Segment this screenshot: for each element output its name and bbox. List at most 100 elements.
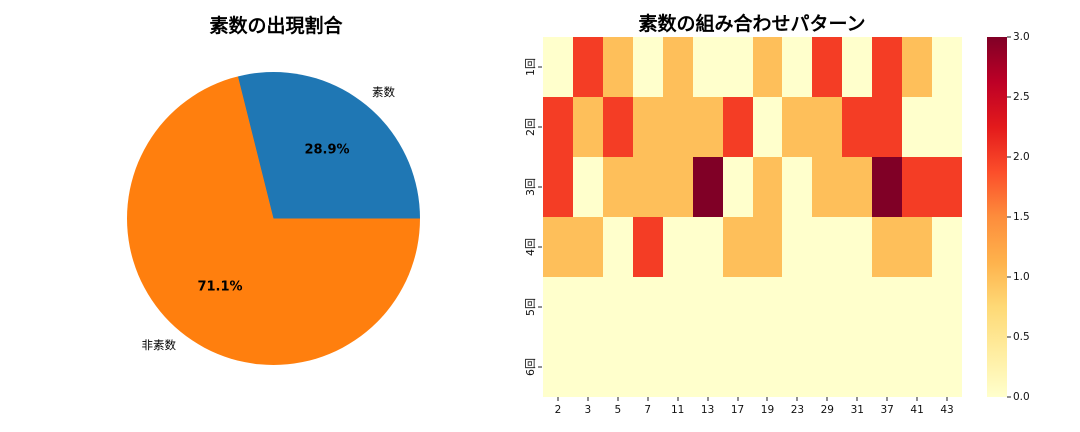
x-tick-label: 11: [670, 404, 685, 416]
heatmap-cell: [722, 157, 753, 217]
x-tick-mark: [886, 397, 888, 401]
x-tick-mark: [916, 397, 918, 401]
heatmap-cell: [602, 217, 633, 277]
x-tick-label: 41: [910, 404, 924, 416]
heatmap-cell: [932, 157, 962, 217]
x-tick-mark: [856, 397, 858, 401]
y-tick-label: 6回: [524, 358, 537, 376]
x-tick-mark: [766, 397, 768, 401]
heatmap-cell: [572, 157, 603, 217]
heatmap-cell: [812, 37, 843, 97]
y-tick-mark: [538, 306, 542, 308]
heatmap-cell: [692, 37, 723, 97]
y-tick-label: 4回: [524, 238, 537, 256]
heatmap-cell: [872, 337, 903, 397]
heatmap-cell: [782, 217, 813, 277]
x-tick-mark: [946, 397, 948, 401]
heatmap-cell: [752, 277, 783, 337]
heatmap-cell: [662, 337, 693, 397]
heatmap-cell: [632, 37, 663, 97]
heatmap-cell: [752, 37, 783, 97]
heatmap-cell: [782, 37, 813, 97]
heatmap-cell: [872, 277, 903, 337]
heatmap-cell: [602, 157, 633, 217]
heatmap-cell: [632, 217, 663, 277]
heatmap-cell: [842, 37, 873, 97]
pie-slice-label-prime: 素数: [372, 85, 395, 99]
heatmap-cell: [572, 337, 603, 397]
x-tick-label: 13: [700, 404, 715, 416]
x-tick-mark: [737, 397, 739, 401]
y-tick-label: 3回: [524, 178, 537, 196]
heatmap-cell: [752, 337, 783, 397]
heatmap-cell: [572, 97, 603, 157]
heatmap-cell: [932, 37, 962, 97]
x-tick-mark: [826, 397, 828, 401]
heatmap-cell: [662, 217, 693, 277]
heatmap-cell: [782, 337, 813, 397]
x-tick-mark: [557, 397, 559, 401]
heatmap-cell: [543, 37, 573, 97]
y-tick-mark: [538, 126, 542, 128]
x-tick-mark: [796, 397, 798, 401]
heatmap-cell: [602, 37, 633, 97]
heatmap-cell: [872, 97, 903, 157]
heatmap-cell: [842, 277, 873, 337]
colorbar-tick-mark: [1007, 396, 1011, 398]
heatmap-cell: [812, 277, 843, 337]
heatmap-cell: [722, 37, 753, 97]
heatmap-cell: [602, 337, 633, 397]
heatmap-cell: [662, 277, 693, 337]
colorbar-tick-mark: [1007, 96, 1011, 98]
heatmap-cell: [872, 217, 903, 277]
y-tick-mark: [538, 366, 542, 368]
heatmap-cell: [902, 277, 933, 337]
colorbar-tick-label: 0.0: [1013, 391, 1030, 403]
heatmap-cell: [632, 97, 663, 157]
heatmap-cell: [632, 277, 663, 337]
y-tick-label: 2回: [524, 118, 537, 136]
colorbar-tick-mark: [1007, 36, 1011, 38]
heatmap-cell: [572, 277, 603, 337]
colorbar: [987, 37, 1007, 397]
heatmap-cell: [812, 337, 843, 397]
heatmap-cell: [543, 157, 573, 217]
heatmap-cell: [842, 217, 873, 277]
heatmap-cell: [722, 97, 753, 157]
x-tick-mark: [707, 397, 709, 401]
heatmap-cell: [902, 37, 933, 97]
heatmap-cell: [842, 97, 873, 157]
heatmap-cell: [752, 97, 783, 157]
heatmap-cell: [902, 337, 933, 397]
x-tick-label: 5: [614, 404, 622, 416]
x-tick-label: 17: [730, 404, 745, 416]
heatmap-cell: [932, 277, 962, 337]
heatmap-cell: [543, 97, 573, 157]
x-tick-label: 2: [554, 404, 562, 416]
heatmap-cell: [722, 337, 753, 397]
y-tick-label: 1回: [524, 58, 537, 76]
heatmap-cell: [632, 157, 663, 217]
heatmap-cell: [722, 217, 753, 277]
colorbar-tick-label: 0.5: [1013, 331, 1030, 343]
colorbar-tick-label: 1.0: [1013, 271, 1030, 283]
heatmap-cell: [572, 217, 603, 277]
heatmap-cell: [692, 277, 723, 337]
heatmap-cell: [782, 277, 813, 337]
x-tick-label: 43: [940, 404, 954, 416]
x-tick-label: 37: [880, 404, 894, 416]
heatmap-cell: [602, 97, 633, 157]
heatmap-cell: [632, 337, 663, 397]
heatmap-cell: [902, 157, 933, 217]
heatmap-cell: [602, 277, 633, 337]
y-tick-mark: [538, 66, 542, 68]
heatmap-cell: [932, 97, 962, 157]
heatmap-cell: [782, 97, 813, 157]
heatmap-cell: [872, 37, 903, 97]
y-tick-mark: [538, 246, 542, 248]
heatmap-cell: [842, 337, 873, 397]
heatmap-cell: [902, 217, 933, 277]
colorbar-tick-mark: [1007, 216, 1011, 218]
heatmap-cell: [902, 97, 933, 157]
heatmap-cell: [662, 97, 693, 157]
